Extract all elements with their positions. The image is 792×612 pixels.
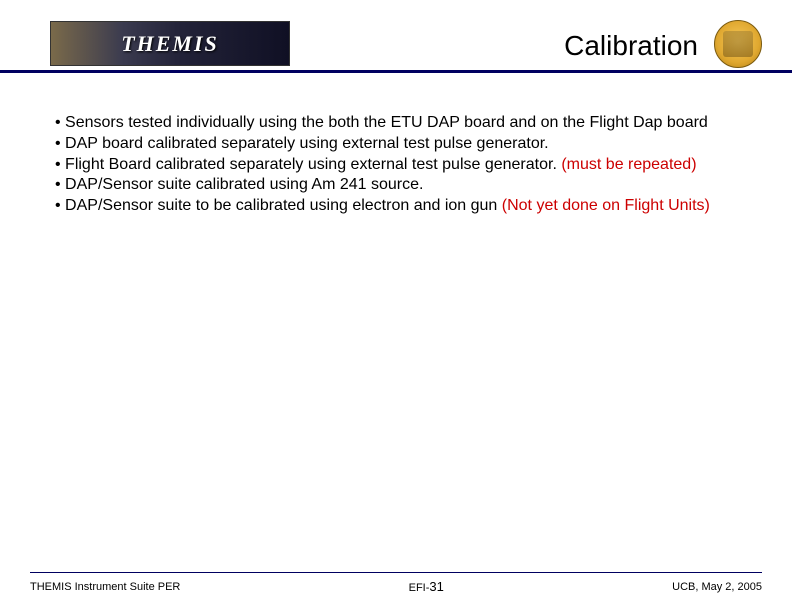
bullet-prefix: • [55,135,65,152]
bullet-note: (Not yet done on Flight Units) [502,197,710,214]
footer-center: EFI-31 [180,579,672,594]
footer-left: THEMIS Instrument Suite PER [30,581,180,593]
bullet-text: DAP/Sensor suite to be calibrated using … [65,197,502,214]
footer-right: UCB, May 2, 2005 [672,581,762,593]
bullet-prefix: • [55,156,65,173]
slide-content: • Sensors tested individually using the … [0,73,792,572]
themis-logo: THEMIS [50,21,290,66]
slide: THEMIS Calibration • Sensors tested indi… [0,0,792,612]
bullet-item: • Sensors tested individually using the … [55,113,737,134]
bullet-text: DAP/Sensor suite calibrated using Am 241… [65,176,423,193]
mission-badge-icon [714,20,762,68]
slide-header: THEMIS Calibration [0,0,792,73]
header-right: Calibration [564,20,762,66]
bullet-text: Flight Board calibrated separately using… [65,156,561,173]
bullet-prefix: • [55,197,65,214]
slide-footer: THEMIS Instrument Suite PER EFI-31 UCB, … [0,573,792,612]
bullet-item: • DAP/Sensor suite to be calibrated usin… [55,196,737,217]
bullet-item: • DAP/Sensor suite calibrated using Am 2… [55,175,737,196]
bullet-item: • Flight Board calibrated separately usi… [55,155,737,176]
bullet-text: DAP board calibrated separately using ex… [65,135,549,152]
slide-title: Calibration [564,30,698,66]
bullet-prefix: • [55,176,65,193]
bullet-note: (must be repeated) [561,156,696,173]
bullet-prefix: • [55,114,65,131]
page-number: 31 [429,579,443,594]
logo-text: THEMIS [121,31,219,57]
footer-center-prefix: EFI- [409,582,430,594]
bullet-text: Sensors tested individually using the bo… [65,114,708,131]
bullet-item: • DAP board calibrated separately using … [55,134,737,155]
